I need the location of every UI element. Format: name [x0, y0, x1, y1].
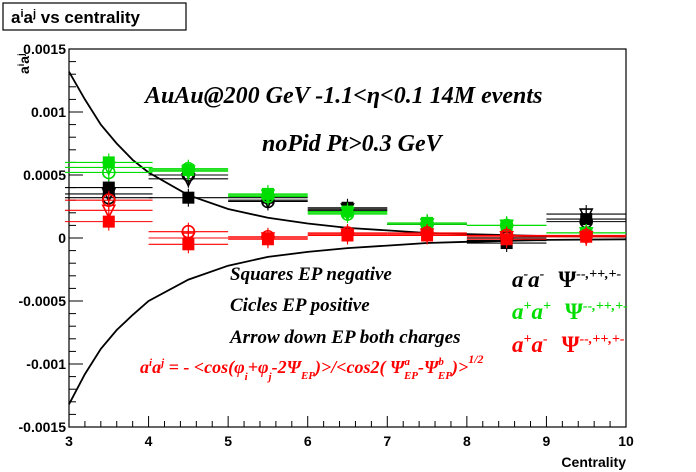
formula-a1: a: [140, 357, 149, 377]
formula-a2: a: [152, 357, 161, 377]
x-tick-label: 6: [304, 433, 312, 449]
header-annotation-2: noPid Pt>0.3 GeV: [262, 131, 444, 157]
title-sup-j: j: [32, 8, 36, 20]
envelope-curve-upper: [68, 71, 627, 238]
triangle-down-marker: [181, 232, 196, 247]
legend-2-psi: Ψ: [565, 299, 583, 324]
y-tick-label: 0.001: [31, 104, 66, 120]
legend-entry-3: a+a- Ψ--,++,+-: [512, 332, 625, 357]
legend-3-a1: a: [512, 332, 524, 357]
formula-pow: 1/2: [468, 352, 483, 366]
y-tick-label: -0.0015: [19, 419, 67, 435]
legend-3-a2: a: [531, 332, 543, 357]
ylabel-sup-i: i: [16, 64, 26, 67]
formula-plus: +φ: [248, 357, 269, 377]
legend-1-psi: Ψ: [558, 267, 576, 292]
triangle-down-marker: [101, 204, 117, 220]
formula-dash: -Ψ: [418, 357, 440, 377]
triangle-down-marker: [340, 228, 355, 244]
formula-sub-ep3: EP: [437, 370, 452, 382]
header-annotation-1: AuAu@200 GeV -1.1<η<0.1 14M events: [143, 83, 542, 109]
legend: a-a- Ψ--,++,+- a+a+ Ψ--,++,+- a+a- Ψ--,++,+…: [512, 267, 628, 357]
title-a1: a: [11, 8, 21, 27]
y-tick-label: 0: [58, 230, 66, 246]
y-axis-label: aiaj: [16, 53, 32, 74]
legend-3-sup1: +: [524, 332, 532, 347]
formula-sup-a: a: [404, 356, 410, 368]
triangle-down-marker: [499, 219, 514, 235]
legend-2-a1: a: [512, 299, 524, 324]
formula-end: )>: [450, 357, 468, 378]
formula-sub-j: j: [267, 371, 273, 383]
triangle-down-marker: [419, 218, 435, 233]
chart-title-frame: [2, 2, 187, 31]
note-arrows: Arrow down EP both charges: [229, 327, 461, 348]
formula-close: )>/<cos2( Ψ: [313, 357, 406, 378]
x-tick-label: 10: [618, 433, 634, 449]
axis-ticks: 3 4 5 6 7 8 9 10-0.0015-0.001-0.000500.00050.00…: [19, 41, 634, 449]
triangle-down-marker: [419, 228, 435, 244]
legend-2-sup1: +: [524, 299, 532, 314]
legend-1-a1: a: [512, 267, 524, 292]
x-tick-label: 9: [543, 433, 551, 449]
square-marker: [182, 191, 195, 204]
triangle-down-marker: [499, 230, 514, 246]
y-tick-label: 0.0005: [23, 167, 66, 183]
formula-sup-b: b: [438, 356, 444, 368]
legend-1-sup1: -: [524, 267, 529, 282]
triangle-down-marker: [340, 207, 355, 222]
formula-sub-ep2: EP: [403, 370, 418, 382]
x-tick-label: 4: [145, 433, 153, 449]
x-tick-label: 7: [383, 433, 391, 449]
title-rest: vs centrality: [36, 8, 140, 27]
y-tick-label: -0.0005: [19, 293, 67, 309]
legend-2-a2: a: [531, 299, 543, 324]
formula-sub-i: i: [245, 371, 249, 383]
formula-sup-j: j: [159, 357, 165, 369]
square-marker: [102, 215, 115, 228]
x-tick-label: 3: [65, 433, 73, 449]
ylabel-sup-j: j: [16, 53, 26, 57]
chart-title-box: aiaj vs centrality: [2, 2, 187, 31]
formula-sup-i: i: [149, 357, 153, 369]
data-marks: [65, 153, 626, 254]
triangle-down-marker: [578, 208, 594, 223]
envelope-curve-lower: [68, 238, 627, 405]
formula-eq: = - <cos(φ: [164, 357, 245, 378]
triangle-down-marker: [578, 230, 594, 246]
legend-entry-1: a-a- Ψ--,++,+-: [512, 267, 622, 292]
x-tick-label: 8: [463, 433, 471, 449]
legend-3-psi: Ψ: [562, 332, 580, 357]
envelope-curves: [68, 71, 627, 405]
legend-1-psi-sup: --,++,+-: [576, 267, 621, 282]
ylabel-a1: a: [16, 66, 32, 74]
y-tick-label: 0.0015: [23, 41, 66, 57]
title-sup-i: i: [20, 8, 23, 20]
triangle-down-marker: [260, 189, 276, 204]
triangle-down-marker: [181, 165, 196, 181]
legend-2-sup2: +: [543, 299, 551, 314]
formula-annotation: aiaj = - <cos(φi+φj-2ΨEP)>/<cos2( Ψa EP-Ψ…: [140, 352, 484, 383]
legend-2-psi-sup: --,++,+-: [583, 299, 628, 314]
note-squares: Squares EP negative: [230, 264, 392, 285]
formula-sub-ep: EP: [300, 370, 315, 382]
y-tick-label: -0.001: [26, 356, 66, 372]
x-axis-label: Centrality: [561, 454, 626, 470]
triangle-down-marker: [101, 161, 117, 177]
legend-1-a2: a: [528, 267, 540, 292]
legend-3-psi-sup: --,++,+-: [580, 332, 625, 347]
chart-title: aiaj vs centrality: [11, 8, 141, 27]
formula-minus2: -2Ψ: [272, 357, 303, 377]
x-tick-label: 5: [224, 433, 232, 449]
legend-1-sup2: -: [540, 267, 545, 282]
title-a2: a: [24, 8, 34, 27]
legend-3-sup2: -: [543, 332, 548, 347]
ylabel-a2: a: [16, 56, 32, 64]
triangle-down-marker: [260, 232, 276, 247]
legend-entry-2: a+a+ Ψ--,++,+-: [512, 299, 628, 324]
note-circles: Cicles EP positive: [230, 295, 370, 316]
